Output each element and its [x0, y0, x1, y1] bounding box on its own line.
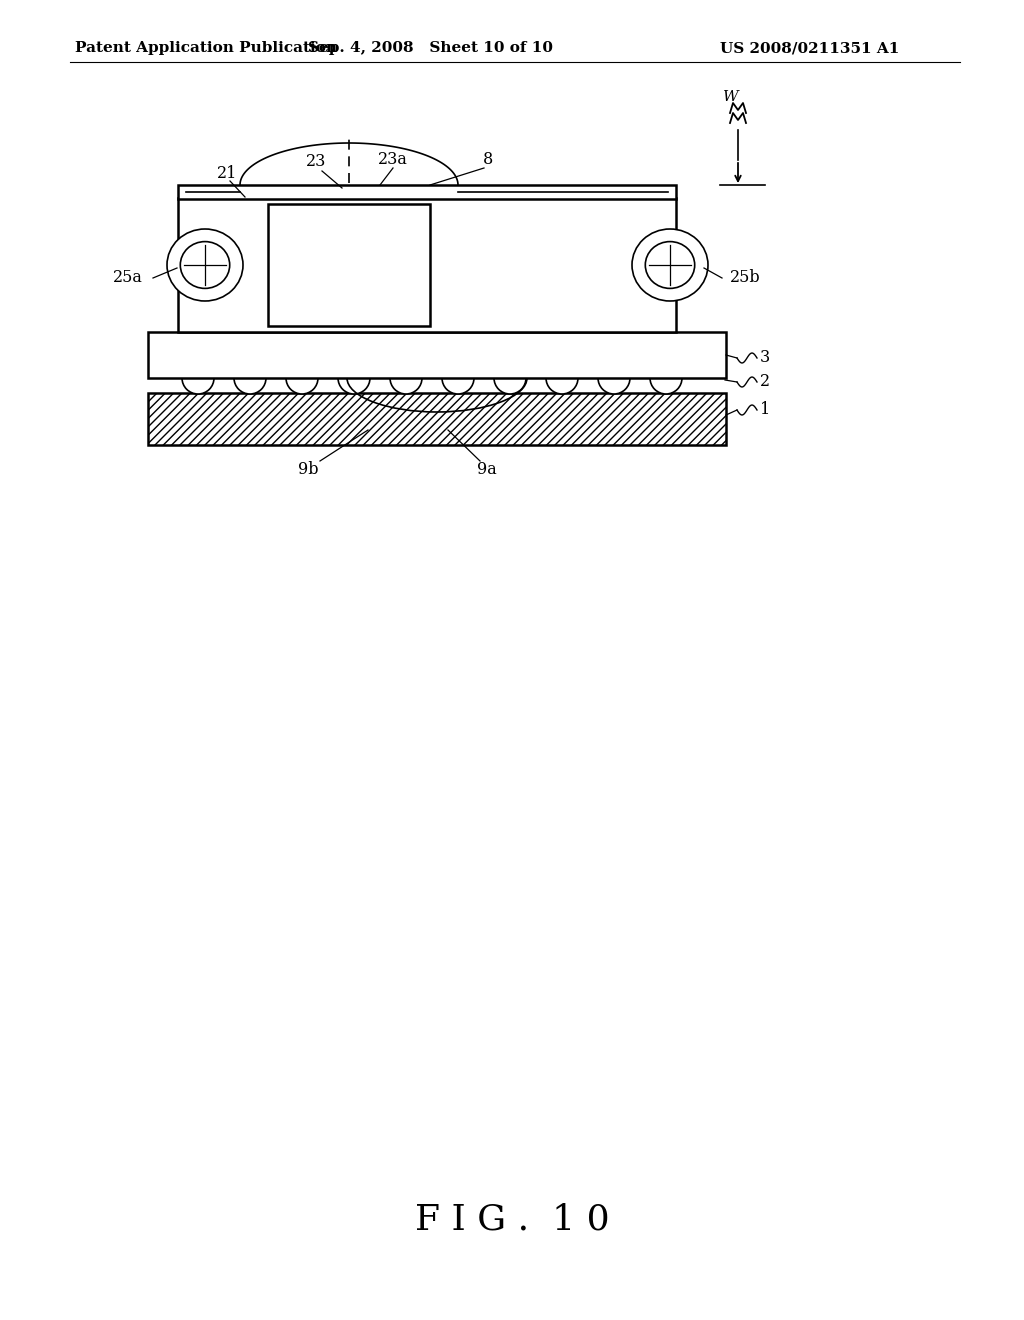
Circle shape [650, 362, 682, 393]
Text: Patent Application Publication: Patent Application Publication [75, 41, 337, 55]
Text: 1: 1 [760, 401, 770, 418]
Text: 23: 23 [306, 153, 327, 170]
Circle shape [494, 362, 526, 393]
Circle shape [598, 362, 630, 393]
Text: 3: 3 [760, 350, 770, 367]
Text: 9a: 9a [477, 462, 497, 479]
Ellipse shape [180, 242, 229, 288]
Circle shape [234, 362, 266, 393]
Text: 25b: 25b [730, 269, 761, 286]
Ellipse shape [645, 242, 694, 288]
Text: 2: 2 [760, 374, 770, 391]
Bar [148, 333, 726, 378]
Ellipse shape [167, 228, 243, 301]
Circle shape [442, 362, 474, 393]
Bar [178, 185, 676, 199]
Circle shape [182, 362, 214, 393]
Circle shape [546, 362, 578, 393]
Bar [178, 198, 676, 333]
Text: 8: 8 [483, 152, 494, 169]
Bar [268, 205, 430, 326]
Text: US 2008/0211351 A1: US 2008/0211351 A1 [720, 41, 899, 55]
Text: W: W [723, 90, 738, 104]
Text: 9b: 9b [298, 462, 318, 479]
Ellipse shape [632, 228, 708, 301]
Circle shape [390, 362, 422, 393]
Text: 23a: 23a [378, 152, 408, 169]
Text: Sep. 4, 2008   Sheet 10 of 10: Sep. 4, 2008 Sheet 10 of 10 [307, 41, 553, 55]
Circle shape [338, 362, 370, 393]
Bar [148, 393, 726, 445]
Text: 21: 21 [217, 165, 238, 181]
Text: 25a: 25a [113, 269, 143, 286]
Circle shape [286, 362, 318, 393]
Text: F I G .  1 0: F I G . 1 0 [415, 1203, 609, 1237]
